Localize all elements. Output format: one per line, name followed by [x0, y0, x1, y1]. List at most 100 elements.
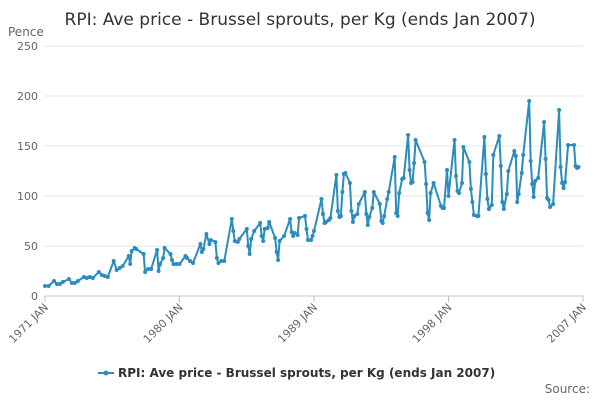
data-point[interactable]: [291, 234, 296, 238]
data-point[interactable]: [470, 200, 475, 204]
data-point[interactable]: [75, 279, 80, 283]
data-point[interactable]: [563, 180, 568, 184]
data-point[interactable]: [149, 267, 154, 271]
data-point[interactable]: [516, 192, 521, 196]
data-point[interactable]: [129, 249, 134, 253]
data-point[interactable]: [454, 174, 458, 178]
data-point[interactable]: [273, 236, 278, 240]
data-point[interactable]: [561, 186, 566, 190]
data-point[interactable]: [382, 214, 387, 218]
data-point[interactable]: [171, 262, 176, 266]
data-point[interactable]: [340, 190, 345, 194]
data-point[interactable]: [198, 242, 203, 246]
data-point[interactable]: [214, 256, 219, 260]
data-point[interactable]: [424, 182, 429, 186]
data-point[interactable]: [219, 259, 224, 263]
data-point[interactable]: [401, 176, 406, 180]
data-point[interactable]: [120, 264, 125, 268]
data-point[interactable]: [158, 262, 163, 266]
data-point[interactable]: [551, 202, 556, 206]
data-point[interactable]: [174, 262, 179, 266]
data-point[interactable]: [141, 252, 146, 256]
data-point[interactable]: [267, 220, 272, 224]
data-point[interactable]: [386, 190, 391, 194]
data-point[interactable]: [96, 270, 101, 274]
data-point[interactable]: [252, 229, 257, 233]
data-point[interactable]: [542, 120, 547, 124]
data-point[interactable]: [460, 181, 464, 185]
data-point[interactable]: [576, 165, 581, 169]
data-point[interactable]: [105, 275, 110, 279]
data-point[interactable]: [557, 108, 562, 112]
data-point[interactable]: [548, 205, 553, 209]
data-point[interactable]: [249, 237, 254, 241]
data-point[interactable]: [324, 220, 328, 224]
data-point[interactable]: [457, 191, 461, 195]
data-point[interactable]: [191, 261, 195, 265]
data-point[interactable]: [395, 214, 400, 218]
data-point[interactable]: [512, 149, 517, 153]
data-point[interactable]: [406, 133, 411, 137]
data-point[interactable]: [162, 246, 167, 250]
data-point[interactable]: [303, 214, 307, 218]
data-point[interactable]: [312, 229, 316, 233]
data-point[interactable]: [208, 238, 213, 242]
data-point[interactable]: [199, 250, 204, 254]
data-point[interactable]: [66, 277, 71, 281]
data-point[interactable]: [90, 276, 95, 280]
data-point[interactable]: [244, 227, 249, 231]
data-point[interactable]: [425, 211, 430, 215]
data-point[interactable]: [380, 221, 385, 225]
data-point[interactable]: [521, 153, 526, 157]
data-point[interactable]: [297, 216, 302, 220]
data-point[interactable]: [338, 214, 343, 218]
data-point[interactable]: [377, 202, 382, 206]
data-point[interactable]: [392, 155, 397, 159]
data-point[interactable]: [413, 138, 418, 142]
data-point[interactable]: [467, 160, 472, 164]
data-point[interactable]: [235, 240, 240, 244]
data-point[interactable]: [422, 160, 427, 164]
data-point[interactable]: [155, 248, 160, 252]
data-point[interactable]: [292, 231, 297, 235]
data-point[interactable]: [69, 281, 74, 285]
data-point[interactable]: [506, 169, 511, 173]
data-point[interactable]: [445, 168, 449, 172]
legend[interactable]: RPI: Ave price - Brussel sprouts, per Kg…: [98, 366, 495, 380]
data-point[interactable]: [486, 207, 491, 211]
data-point[interactable]: [367, 215, 372, 219]
data-point[interactable]: [350, 220, 355, 224]
data-point[interactable]: [213, 240, 218, 244]
data-point[interactable]: [410, 180, 415, 184]
data-point[interactable]: [282, 234, 287, 238]
data-point[interactable]: [55, 282, 59, 286]
data-point[interactable]: [527, 99, 532, 103]
data-point[interactable]: [355, 212, 360, 216]
data-point[interactable]: [43, 284, 47, 288]
data-point[interactable]: [57, 282, 62, 286]
data-point[interactable]: [60, 280, 65, 284]
data-point[interactable]: [321, 212, 325, 216]
data-point[interactable]: [156, 269, 161, 273]
data-point[interactable]: [530, 182, 535, 186]
data-point[interactable]: [143, 270, 148, 274]
data-point[interactable]: [482, 135, 487, 139]
data-point[interactable]: [265, 226, 270, 230]
data-point[interactable]: [356, 202, 361, 206]
data-point[interactable]: [442, 206, 446, 210]
data-point[interactable]: [394, 211, 399, 215]
data-point[interactable]: [304, 227, 309, 231]
data-point[interactable]: [328, 216, 333, 220]
data-point[interactable]: [504, 192, 509, 196]
data-point[interactable]: [46, 284, 51, 288]
data-point[interactable]: [468, 187, 473, 191]
data-point[interactable]: [528, 159, 533, 163]
data-point[interactable]: [310, 234, 315, 238]
data-point[interactable]: [533, 179, 538, 183]
data-point[interactable]: [543, 157, 548, 161]
data-point[interactable]: [276, 258, 281, 262]
data-point[interactable]: [111, 259, 116, 263]
data-point[interactable]: [52, 279, 56, 283]
data-point[interactable]: [566, 143, 571, 147]
data-point[interactable]: [352, 214, 357, 218]
